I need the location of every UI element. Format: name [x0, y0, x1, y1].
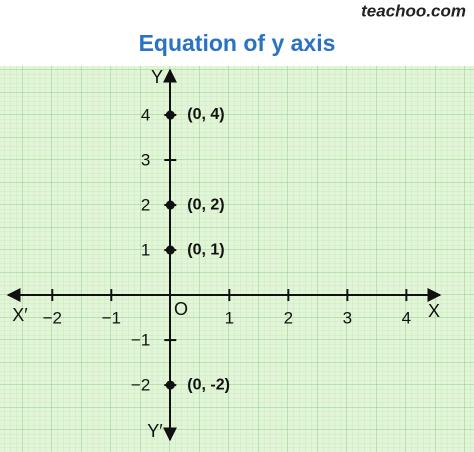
point: [165, 200, 175, 210]
point-label: (0, 2): [187, 196, 224, 213]
y-tick-label: 2: [141, 196, 150, 215]
y-tick-label: 1: [141, 241, 150, 260]
x-tick-label: −1: [102, 309, 121, 328]
point: [165, 245, 175, 255]
x-tick-label: −2: [43, 309, 62, 328]
y-tick-label: 4: [141, 105, 150, 124]
x-tick-label: 3: [343, 309, 352, 328]
watermark: teachoo.com: [361, 1, 466, 20]
y-neg-label: Y′: [147, 421, 163, 441]
x-axis-label: X: [428, 301, 440, 321]
y-tick-label: −2: [131, 376, 150, 395]
x-tick-label: 4: [402, 309, 411, 328]
point-label: (0, 1): [187, 241, 224, 258]
x-tick-label: 1: [225, 309, 234, 328]
x-neg-label: X′: [12, 305, 28, 325]
y-axis-label: Y: [151, 67, 163, 87]
point: [165, 380, 175, 390]
point: [165, 110, 175, 120]
y-tick-label: −1: [131, 331, 150, 350]
point-label: (0, 4): [187, 106, 224, 123]
y-tick-label: 3: [141, 151, 150, 170]
point-label: (0, -2): [187, 376, 230, 393]
x-tick-label: 2: [284, 309, 293, 328]
origin-label: O: [174, 299, 188, 319]
graph-paper: [0, 66, 474, 452]
chart-title: Equation of y axis: [139, 30, 336, 56]
